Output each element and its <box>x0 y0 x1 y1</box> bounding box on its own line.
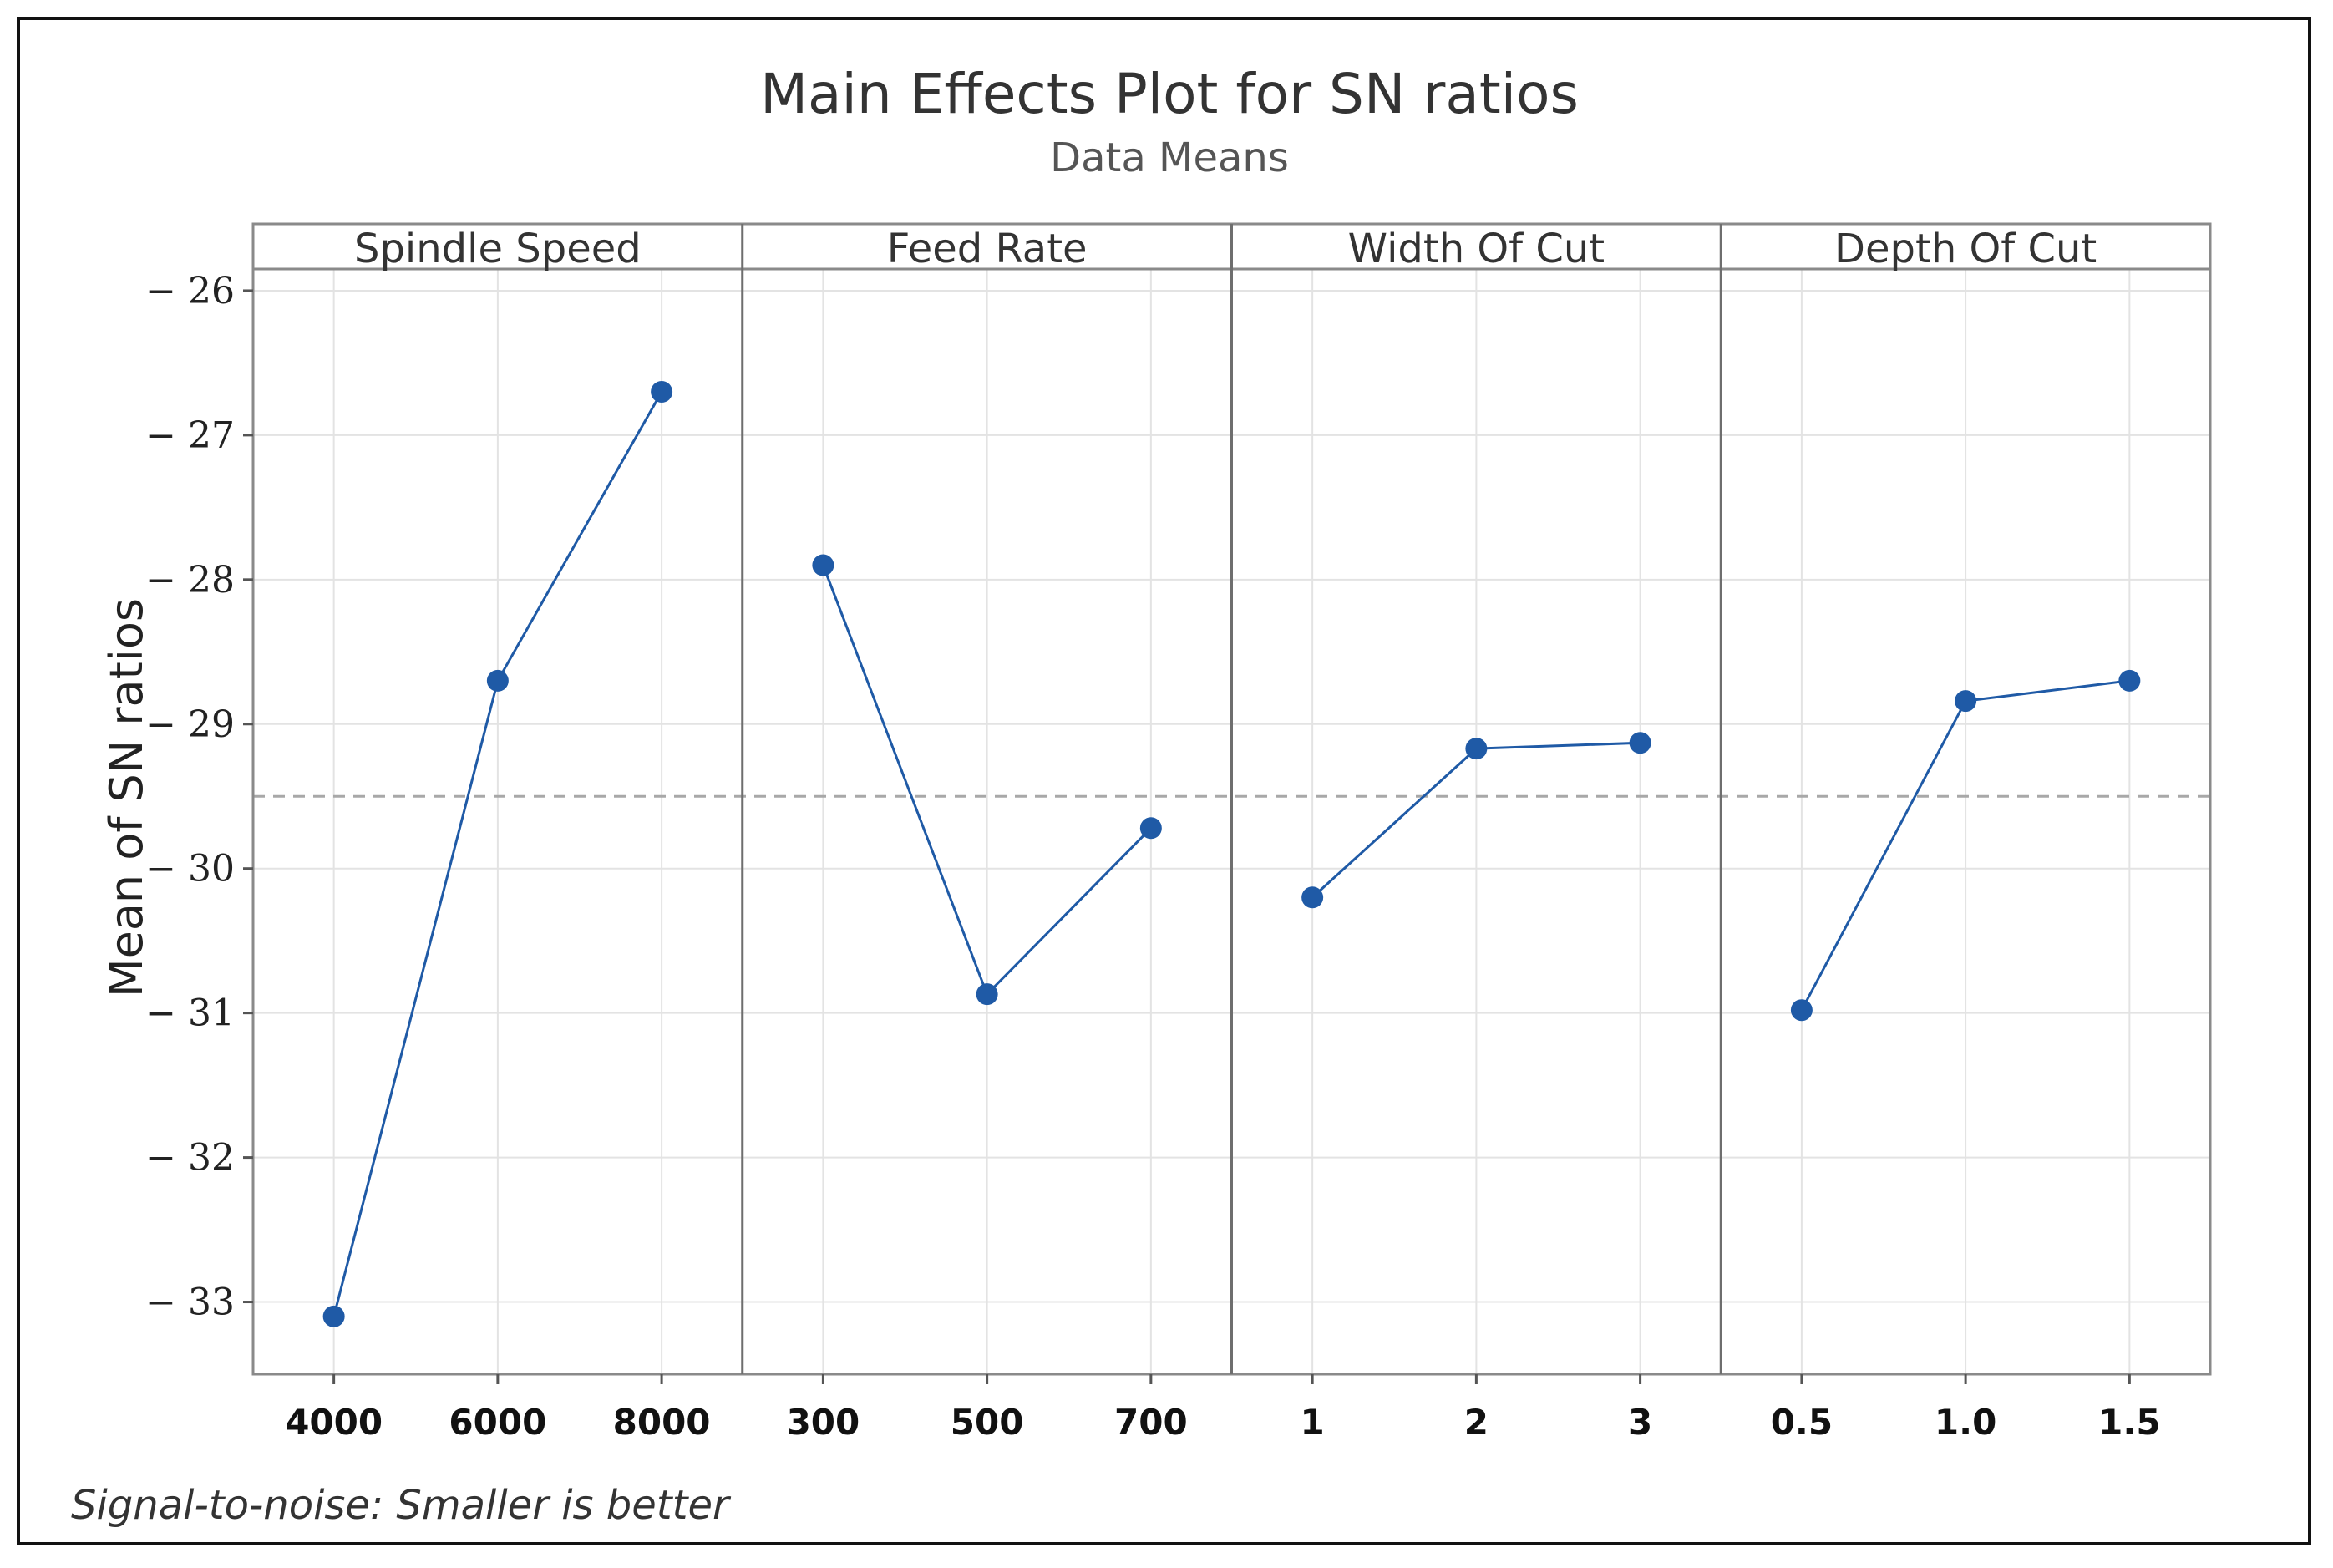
plot-area: − 26 − 27 − 28 − 29 − 30 − 31 − 32 − 33 Spindle … <box>145 222 2212 1443</box>
x-tick-label-2-1: 2 <box>1464 1402 1489 1443</box>
footnote: Signal-to-noise: Smaller is better <box>71 1482 732 1529</box>
y-tick-label-3: − 29 <box>145 703 235 746</box>
data-point-0-0 <box>322 1305 345 1327</box>
y-tick-label-0: − 26 <box>145 270 235 312</box>
y-tick-label-4: − 30 <box>145 848 235 891</box>
panel-header-1: Feed Rate <box>887 226 1088 272</box>
y-axis-label: Mean of SN ratios <box>100 598 153 997</box>
x-tick-label-0-0: 4000 <box>285 1402 383 1443</box>
x-tick-label-3-1: 1.0 <box>1935 1402 1996 1443</box>
panel-header-3: Depth Of Cut <box>1834 226 2097 272</box>
data-point-0-1 <box>486 669 509 692</box>
data-point-0-2 <box>651 381 673 403</box>
y-tick-label-1: − 27 <box>145 414 235 457</box>
y-tick-label-5: − 31 <box>145 992 235 1035</box>
x-tick-label-2-2: 3 <box>1628 1402 1652 1443</box>
x-tick-label-1-1: 500 <box>951 1402 1024 1443</box>
panel-header-0: Spindle Speed <box>354 226 642 272</box>
data-point-1-1 <box>976 983 998 1006</box>
data-point-1-0 <box>812 554 834 576</box>
data-point-3-1 <box>1955 690 1977 713</box>
data-point-3-2 <box>2118 669 2141 692</box>
y-tick-label-2: − 28 <box>145 559 235 601</box>
chart-frame <box>17 17 2311 1545</box>
data-point-3-0 <box>1790 999 1813 1022</box>
data-point-2-0 <box>1301 886 1324 909</box>
x-tick-label-1-2: 700 <box>1114 1402 1188 1443</box>
data-point-2-2 <box>1629 732 1651 754</box>
x-tick-label-0-2: 8000 <box>613 1402 711 1443</box>
y-tick-label-6: − 32 <box>145 1137 235 1180</box>
chart-subtitle: Data Means <box>1050 134 1289 181</box>
x-tick-label-0-1: 6000 <box>449 1402 546 1443</box>
data-point-1-2 <box>1139 817 1162 840</box>
chart-title: Main Effects Plot for SN ratios <box>760 62 1579 126</box>
x-tick-label-2-0: 1 <box>1301 1402 1325 1443</box>
x-tick-label-3-2: 1.5 <box>2098 1402 2160 1443</box>
data-point-2-1 <box>1465 738 1488 760</box>
y-tick-label-7: − 33 <box>145 1281 235 1324</box>
x-tick-label-1-0: 300 <box>787 1402 860 1443</box>
x-tick-label-3-0: 0.5 <box>1771 1402 1833 1443</box>
panel-header-2: Width Of Cut <box>1348 226 1605 272</box>
